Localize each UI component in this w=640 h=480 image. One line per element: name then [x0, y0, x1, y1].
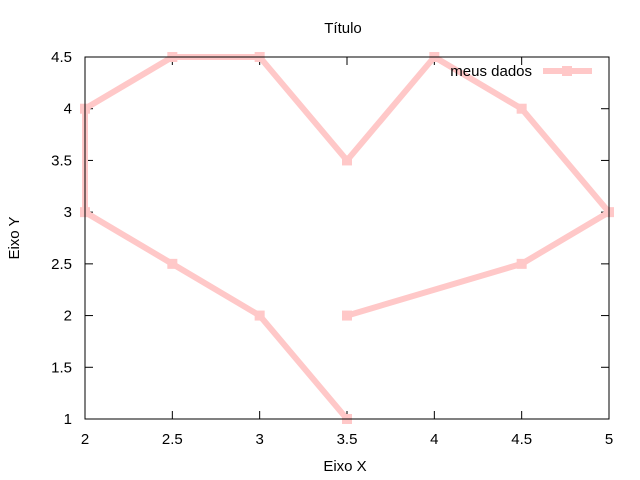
y-tick-label: 4.5: [51, 49, 72, 66]
data-point: [516, 103, 527, 114]
series-markers: [80, 52, 614, 424]
y-tick-label: 1: [64, 411, 72, 428]
data-point: [342, 155, 352, 166]
axis-ticks: [84, 56, 610, 420]
x-tick-label: 4.5: [511, 431, 532, 448]
y-tick-label: 2.5: [51, 256, 72, 273]
plot-frame: [84, 56, 610, 420]
x-tick-label: 2: [81, 431, 89, 448]
x-tick-label: 3: [255, 431, 263, 448]
x-tick-label: 4: [430, 431, 438, 448]
chart-title: Título: [324, 20, 362, 37]
legend-swatch-marker: [562, 66, 572, 76]
legend: meus dados: [450, 63, 592, 80]
y-axis-label: Eixo Y: [6, 216, 23, 259]
x-tick-label: 3.5: [337, 431, 358, 448]
x-tick-label: 2.5: [162, 431, 183, 448]
data-point: [254, 310, 265, 321]
data-point: [342, 310, 352, 321]
y-tick-label: 3: [64, 204, 72, 221]
legend-label: meus dados: [450, 63, 532, 80]
data-point: [516, 258, 527, 269]
y-tick-label: 4: [64, 101, 72, 118]
tick-labels: 2 2.5 3 3.5 4 4.5 5 1 1.5 2 2.5 3 3.5 4 4.5: [51, 49, 613, 448]
y-tick-label: 1.5: [51, 359, 72, 376]
x-tick-label: 5: [605, 431, 613, 448]
y-tick-label: 2: [64, 308, 72, 325]
data-point: [167, 258, 178, 269]
x-axis-label: Eixo X: [323, 458, 366, 475]
series-line-meus-dados: [82, 54, 612, 421]
y-tick-label: 3.5: [51, 152, 72, 169]
